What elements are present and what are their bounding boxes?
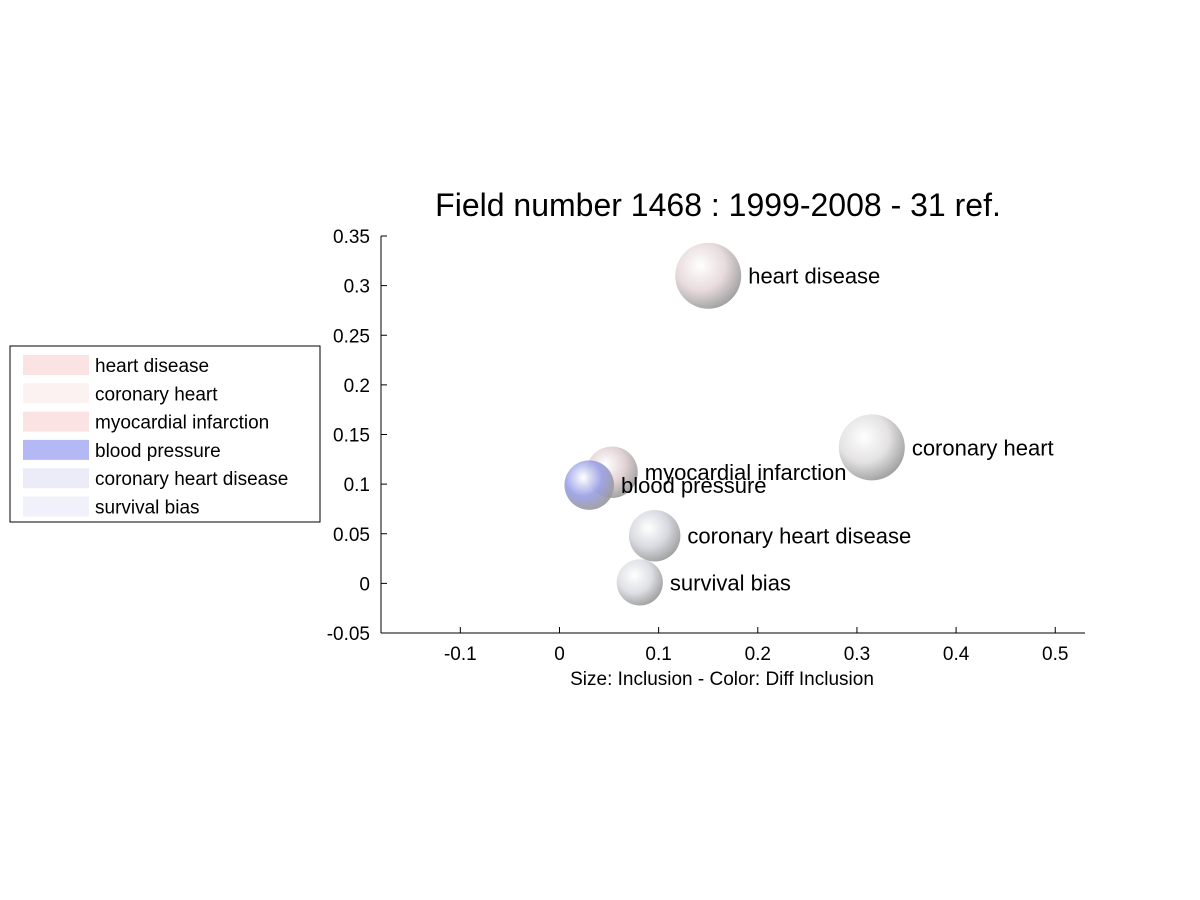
axes: -0.05 0 0.05 0.1 0.15 0.2 0.25 0.3 0.35 -0.1 0 0.1 0… [327,227,1085,665]
x-tick-label: 0 [554,644,565,665]
legend-label: coronary heart disease [95,469,288,490]
bubble-label: myocardial infarction [645,460,847,485]
y-tick-label: 0.3 [344,277,370,298]
bubble-point [675,242,742,309]
legend-label: survival bias [95,498,200,519]
legend-label: blood pressure [95,441,221,462]
bubble-labels: heart disease coronary heart myocardial in… [621,264,1054,596]
bubble-point [628,509,681,562]
bubbles [564,242,905,606]
x-tick-label: -0.1 [444,644,477,665]
x-tick-label: 0.5 [1042,644,1068,665]
x-tick-label: 0.3 [844,644,870,665]
y-tick-label: 0.15 [333,426,370,447]
legend-swatch [23,439,89,460]
legend: heart disease coronary heart myocardial in… [9,345,321,523]
bubble-point [564,460,614,510]
bubble-label: coronary heart [912,435,1054,460]
y-tick-label: 0.35 [333,227,370,248]
legend-swatch [23,411,89,432]
x-tick-label: 0.4 [943,644,970,665]
bubble-label: coronary heart disease [687,524,911,549]
y-tick-label: 0.05 [333,525,370,546]
y-tick-label: 0.1 [344,475,370,496]
legend-swatch [23,355,89,375]
x-axis-label: Size: Inclusion - Color: Diff Inclusion [570,669,874,690]
legend-label: myocardial infarction [95,413,269,434]
bubble-point [838,414,905,481]
x-tick-label: 0.2 [745,644,771,665]
y-tick-label: 0.25 [333,326,370,347]
bubble-label: heart disease [748,264,880,289]
x-tick-label: 0.1 [645,644,671,665]
bubble-label: blood pressure [621,473,767,498]
legend-swatch [23,468,89,489]
legend-swatch [23,383,89,404]
legend-label: heart disease [95,356,209,377]
legend-swatch [23,496,89,517]
bubble-point [616,559,663,606]
legend-box [9,345,321,523]
legend-label: coronary heart [95,384,218,405]
y-tick-label: -0.05 [327,624,370,645]
y-tick-label: 0 [359,574,370,595]
bubble-label: survival bias [670,570,791,595]
chart-title: Field number 1468 : 1999-2008 - 31 ref. [435,187,1001,223]
y-tick-label: 0.2 [344,376,370,397]
